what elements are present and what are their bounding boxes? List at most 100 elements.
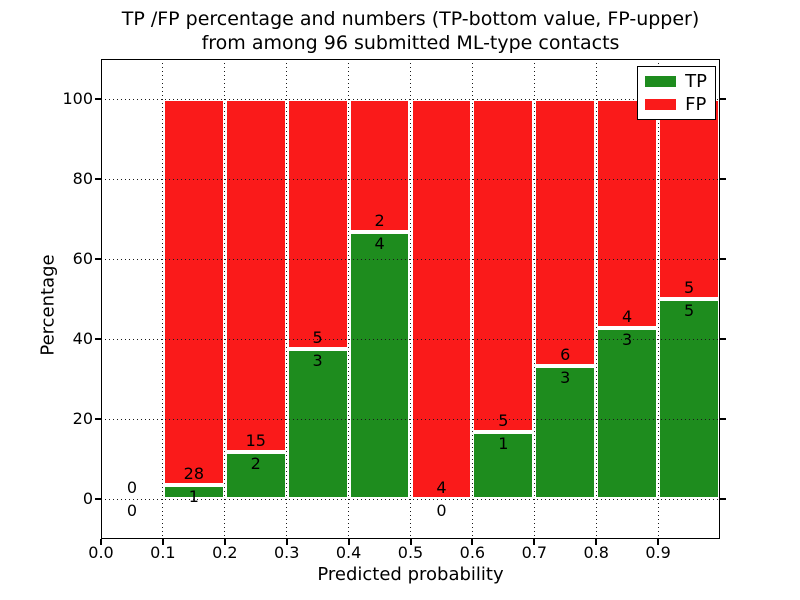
bar-segment-fp-bin8	[596, 99, 659, 328]
xtick-0.5	[409, 539, 412, 545]
tp-count-label-bin3: 3	[312, 351, 323, 370]
xtick-0.6	[471, 539, 474, 545]
legend-item-fp: FP	[645, 95, 707, 114]
bar-segment-fp-bin3	[286, 99, 349, 349]
ticks-layer: 0 20 40 60 80 100 0.0 0.1 0.2 0.3 0.4 0.5 0.6 0.7 0.8 0…	[62, 59, 726, 562]
xtick-0.4	[347, 539, 350, 545]
gridline-y-40	[101, 338, 720, 340]
ytick-left-40	[95, 338, 101, 340]
bar-segment-tp-bin8	[596, 327, 659, 499]
plot-area: 0 0 28 1 15 2 5 3 2 4 4 0 5 1 6 3 4 3 5 5 0 20 40 60 80 100 0.0 0.…	[62, 59, 726, 562]
legend-swatch-tp	[645, 76, 677, 87]
gridline-x-0.6	[471, 59, 473, 539]
xtick-0.1	[161, 539, 164, 545]
tp-count-label-bin1: 1	[188, 487, 199, 507]
legend-item-tp: TP	[645, 72, 707, 91]
ytick-right-80	[720, 178, 726, 180]
ytick-right-20	[720, 418, 726, 420]
gridline-x-0.1	[162, 59, 164, 539]
bar-segment-fp-bin9	[658, 99, 720, 299]
bar-segment-tp-bin2	[224, 451, 287, 499]
ytick-label-0: 0	[82, 489, 93, 508]
legend: TP FP	[637, 66, 716, 120]
xtick-0.0	[100, 539, 102, 545]
ytick-right-0	[720, 498, 726, 500]
fp-count-label-bin5: 4	[436, 478, 447, 497]
tp-count-label-bin8: 3	[622, 329, 633, 349]
ytick-left-20	[95, 418, 101, 420]
legend-swatch-fp	[645, 99, 677, 110]
tp-count-label-bin2: 2	[250, 453, 261, 473]
fp-count-label-bin4: 2	[374, 211, 385, 231]
bar-labels-layer: 0 0 28 1 15 2 5 3 2 4 4 0 5 1 6 3 4 3 5 5	[101, 59, 720, 539]
xtick-label-0.8: 0.8	[583, 543, 609, 562]
gridline-y-80	[101, 178, 720, 180]
xtick-label-0.0: 0.0	[88, 543, 114, 562]
xtick-label-0.7: 0.7	[521, 543, 548, 562]
gridline-x-0.3	[286, 59, 288, 539]
fp-count-label-bin2: 15	[245, 430, 266, 450]
xtick-0.8	[595, 539, 598, 545]
y-axis-label: Percentage	[37, 254, 59, 356]
bar-segment-fp-bin1	[162, 99, 225, 486]
xtick-label-0.2: 0.2	[212, 543, 238, 562]
gridline-x-0.2	[224, 59, 226, 539]
xtick-0.9	[657, 539, 660, 545]
bar-segment-fp-bin4	[348, 99, 411, 233]
bar-segment-tp-bin9	[658, 299, 720, 499]
xtick-label-0.5: 0.5	[397, 543, 424, 562]
ytick-left-100	[95, 98, 101, 100]
fp-count-label-bin1: 28	[183, 464, 205, 484]
ytick-label-100: 100	[62, 89, 93, 108]
fp-count-label-bin0: 0	[126, 478, 138, 497]
gridlines-layer	[101, 59, 720, 539]
bar-segment-tp-bin1	[162, 485, 225, 499]
xtick-label-0.9: 0.9	[645, 543, 671, 562]
bar-segment-fp-bin2	[224, 99, 287, 452]
fp-count-label-bin9: 5	[683, 278, 695, 297]
xtick-0.2	[223, 539, 226, 545]
ytick-left-60	[95, 258, 101, 260]
chart-title-line2: from among 96 submitted ML-type contacts	[201, 32, 620, 54]
fp-count-label-bin8: 4	[622, 306, 633, 326]
xtick-0.3	[285, 539, 288, 545]
tp-count-label-bin7: 3	[560, 367, 571, 387]
chart-title-line1: TP /FP percentage and numbers (TP-bottom…	[121, 8, 700, 30]
xtick-label-0.1: 0.1	[150, 543, 176, 562]
gridline-y-100	[101, 98, 720, 100]
tp-count-label-bin6: 1	[498, 434, 509, 454]
gridline-y-60	[101, 258, 720, 260]
bar-segment-fp-bin5	[410, 99, 473, 499]
ytick-left-80	[95, 178, 101, 180]
ytick-left-0	[95, 498, 101, 500]
xtick-0.7	[533, 539, 536, 545]
fp-count-label-bin3: 5	[312, 328, 323, 347]
legend-label-fp: FP	[685, 94, 707, 115]
bar-segment-tp-bin7	[534, 365, 597, 499]
ytick-right-60	[720, 258, 726, 260]
gridline-x-0.9	[657, 59, 659, 539]
bar-segment-tp-bin6	[472, 432, 535, 499]
bar-segment-tp-bin3	[286, 349, 349, 499]
gridline-x-0.8	[595, 59, 597, 539]
ytick-right-40	[720, 338, 726, 340]
gridline-x-0.5	[410, 59, 411, 539]
tp-count-label-bin0: 0	[126, 501, 138, 520]
gridline-y-20	[101, 418, 720, 420]
xtick-label-0.4: 0.4	[335, 543, 362, 562]
fp-count-label-bin7: 6	[560, 344, 571, 364]
tp-count-label-bin4: 4	[374, 234, 385, 254]
ytick-right-100	[720, 98, 726, 100]
ytick-label-80: 80	[72, 169, 93, 188]
legend-label-tp: TP	[685, 71, 707, 92]
bars-layer	[101, 59, 720, 539]
x-axis-label: Predicted probability	[317, 564, 504, 585]
gridline-x-0.7	[533, 59, 535, 539]
bar-segment-fp-bin7	[534, 99, 597, 366]
bar-segment-tp-bin4	[348, 232, 411, 499]
chart-title: TP /FP percentage and numbers (TP-bottom…	[101, 7, 720, 55]
xtick-label-0.3: 0.3	[273, 543, 300, 562]
tp-count-label-bin9: 5	[683, 301, 695, 320]
bar-segment-fp-bin6	[472, 99, 535, 433]
